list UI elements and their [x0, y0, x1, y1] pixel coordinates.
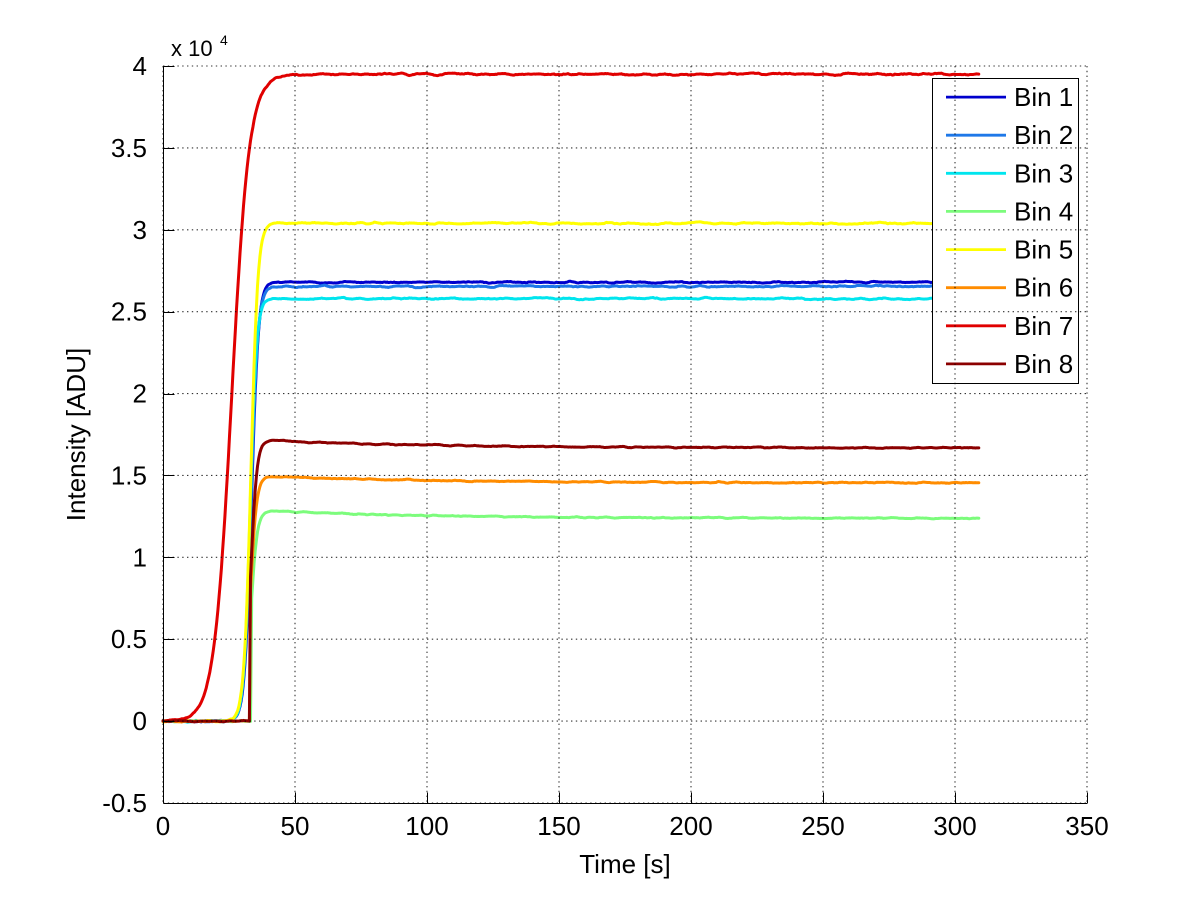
svg-text:Bin 6: Bin 6 — [1014, 273, 1073, 303]
svg-text:0: 0 — [133, 706, 147, 736]
svg-text:Bin 2: Bin 2 — [1014, 120, 1073, 150]
svg-text:-0.5: -0.5 — [102, 788, 147, 818]
svg-text:350: 350 — [1065, 811, 1108, 841]
svg-text:Bin 7: Bin 7 — [1014, 311, 1073, 341]
svg-text:Bin 5: Bin 5 — [1014, 235, 1073, 265]
svg-text:2.5: 2.5 — [111, 297, 147, 327]
svg-text:3.5: 3.5 — [111, 133, 147, 163]
svg-text:Bin 4: Bin 4 — [1014, 196, 1073, 226]
svg-text:1: 1 — [133, 542, 147, 572]
svg-text:200: 200 — [669, 811, 712, 841]
svg-text:Bin 8: Bin 8 — [1014, 349, 1073, 379]
svg-text:2: 2 — [133, 379, 147, 409]
svg-text:Bin 1: Bin 1 — [1014, 82, 1073, 112]
svg-text:250: 250 — [801, 811, 844, 841]
svg-text:Intensity [ADU]: Intensity [ADU] — [61, 348, 91, 521]
svg-text:Bin 3: Bin 3 — [1014, 158, 1073, 188]
svg-text:50: 50 — [281, 811, 310, 841]
svg-text:0: 0 — [156, 811, 170, 841]
svg-text:100: 100 — [405, 811, 448, 841]
svg-text:Time [s]: Time [s] — [579, 849, 670, 879]
svg-text:x 10: x 10 — [171, 36, 213, 61]
svg-text:1.5: 1.5 — [111, 460, 147, 490]
svg-text:0.5: 0.5 — [111, 624, 147, 654]
svg-text:4: 4 — [133, 51, 147, 81]
svg-text:4: 4 — [220, 32, 228, 48]
svg-text:3: 3 — [133, 215, 147, 245]
svg-text:300: 300 — [933, 811, 976, 841]
svg-text:150: 150 — [537, 811, 580, 841]
